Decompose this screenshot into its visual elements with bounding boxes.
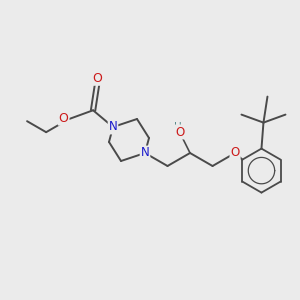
Text: O: O (176, 125, 185, 139)
Text: O: O (230, 146, 240, 158)
Text: N: N (109, 121, 117, 134)
Text: N: N (141, 146, 149, 160)
Text: O: O (92, 72, 102, 85)
Text: O: O (59, 112, 69, 125)
Text: H: H (174, 122, 182, 132)
